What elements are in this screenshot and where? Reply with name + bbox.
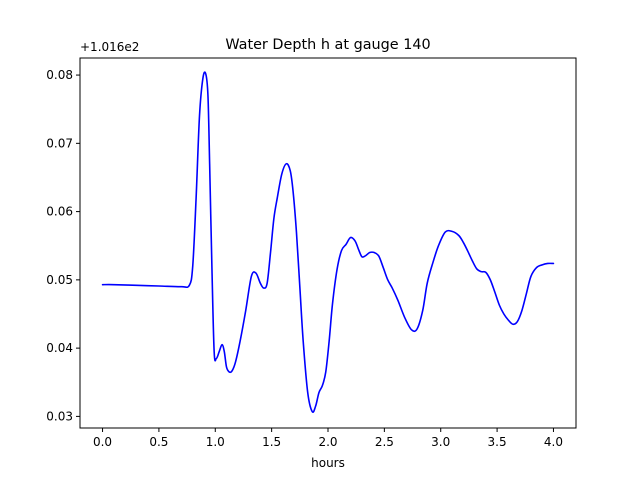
x-tick-label: 2.5 [375,435,394,449]
series-line [101,71,555,413]
x-tick-label: 0.5 [149,435,168,449]
x-tick-label: 1.0 [206,435,225,449]
y-tick-label: 0.08 [46,68,73,82]
plot-area-group [101,71,555,413]
y-tick-label: 0.07 [46,136,73,150]
y-axis-ticks: 0.03 0.04 0.05 0.06 0.07 0.08 [46,68,80,423]
x-tick-label: 2.0 [318,435,337,449]
x-tick-label: 3.0 [431,435,450,449]
y-axis-offset-text: +1.016e2 [80,40,139,54]
x-tick-label: 4.0 [544,435,563,449]
x-tick-label: 0.0 [93,435,112,449]
y-tick-label: 0.06 [46,205,73,219]
x-tick-label: 1.5 [262,435,281,449]
y-tick-label: 0.04 [46,341,73,355]
y-tick-label: 0.05 [46,273,73,287]
x-axis-ticks: 0.0 0.5 1.0 1.5 2.0 2.5 3.0 3.5 4.0 [93,428,563,449]
y-tick-label: 0.03 [46,409,73,423]
x-tick-label: 3.5 [488,435,507,449]
x-axis-label: hours [311,456,345,470]
chart-title: Water Depth h at gauge 140 [225,37,430,53]
